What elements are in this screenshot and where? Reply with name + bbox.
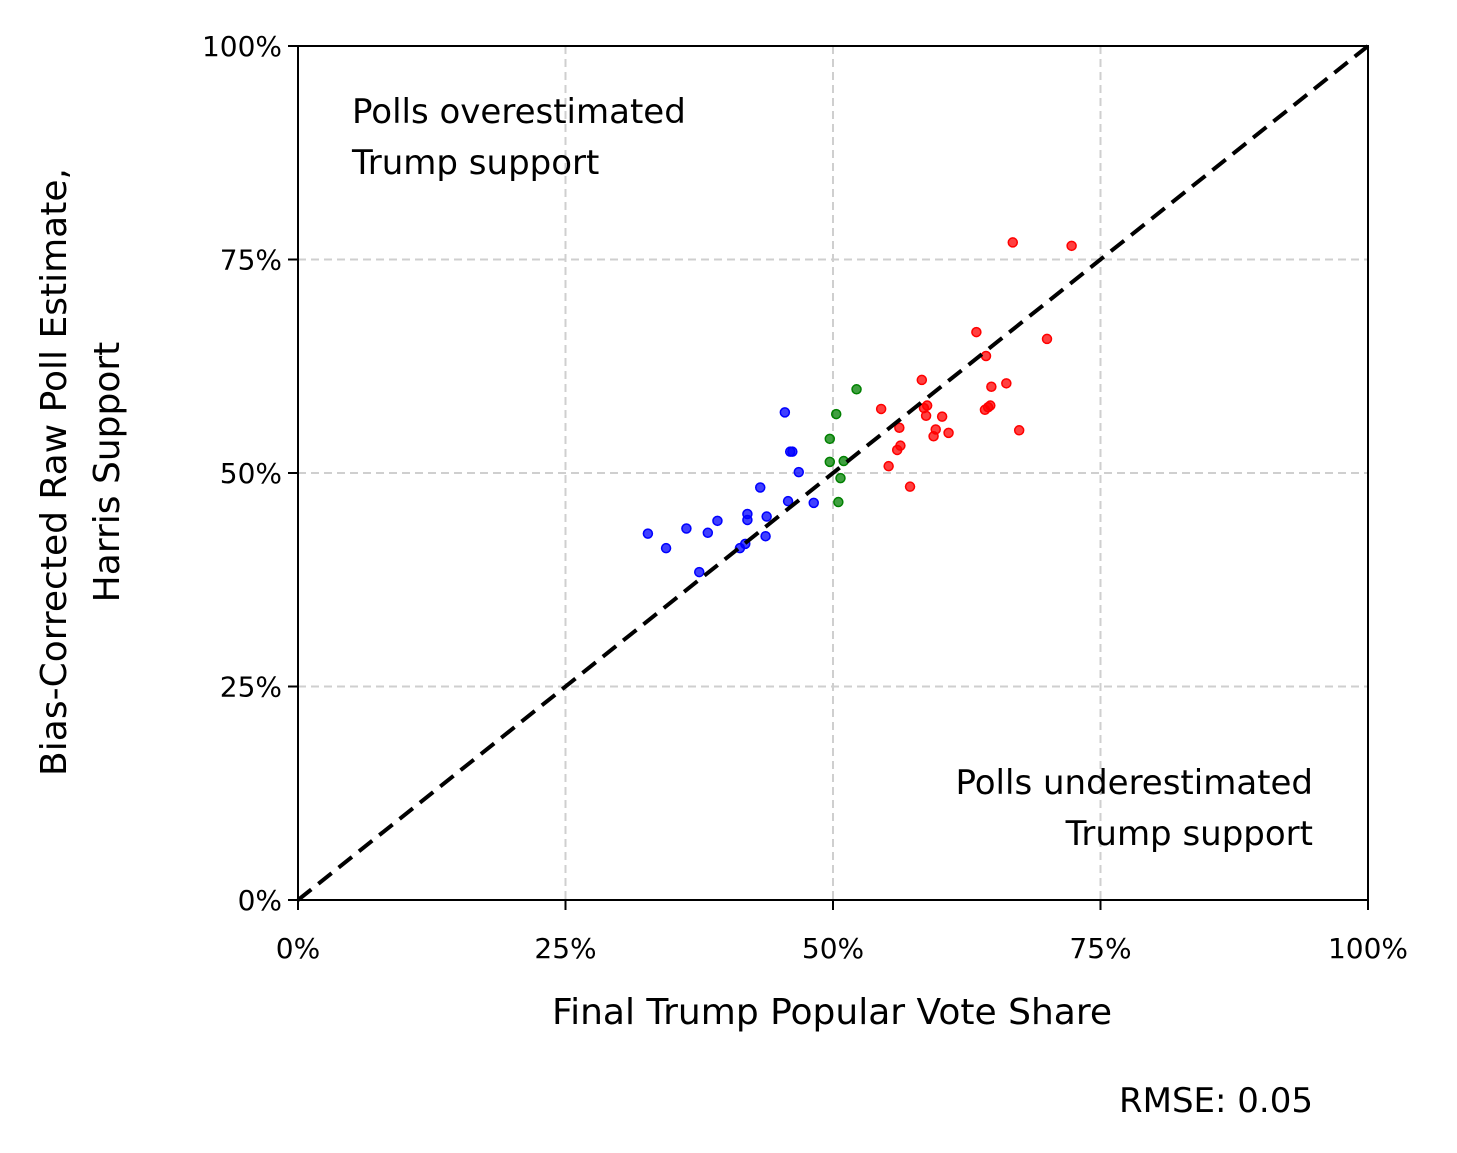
data-point xyxy=(835,472,846,484)
data-point xyxy=(808,497,819,509)
x-tick-label: 50% xyxy=(802,932,864,965)
data-point xyxy=(894,422,905,433)
data-point xyxy=(824,433,836,445)
data-point xyxy=(787,446,798,457)
data-point xyxy=(980,350,992,362)
data-point xyxy=(1013,425,1025,436)
data-point xyxy=(782,495,794,507)
data-point xyxy=(920,410,932,422)
annotation-upper-left-line-1: Polls overestimated xyxy=(352,92,686,132)
data-point xyxy=(895,440,906,451)
y-tick-label: 75% xyxy=(220,244,282,277)
data-point xyxy=(833,496,844,508)
y-axis-label-line-1: Bias-Corrected Raw Poll Estimate, xyxy=(34,168,75,776)
data-point xyxy=(943,427,954,439)
data-point xyxy=(824,456,836,468)
data-point xyxy=(681,523,692,534)
data-point xyxy=(904,481,916,492)
data-point xyxy=(916,374,928,386)
y-tick-label: 25% xyxy=(220,671,282,704)
data-point xyxy=(779,407,791,418)
rmse-footer: RMSE: 0.05 xyxy=(1119,1081,1313,1121)
data-point xyxy=(660,542,672,554)
x-tick-label: 100% xyxy=(1328,932,1408,965)
data-point xyxy=(830,408,842,420)
data-point xyxy=(1001,378,1012,389)
data-point xyxy=(921,400,933,411)
data-point xyxy=(1007,237,1019,248)
x-tick-label: 25% xyxy=(534,932,596,965)
data-point xyxy=(985,400,996,411)
data-point xyxy=(793,466,805,478)
y-tick-label: 0% xyxy=(238,884,282,917)
data-point xyxy=(712,515,723,527)
data-point xyxy=(754,482,766,493)
data-point xyxy=(883,460,894,472)
annotation-upper-left-line-2: Trump support xyxy=(351,143,599,183)
x-tick-label: 0% xyxy=(276,932,320,965)
data-point xyxy=(761,511,772,522)
data-point xyxy=(1066,240,1077,252)
data-point xyxy=(702,527,714,539)
data-point xyxy=(851,384,862,395)
annotation-lower-right-line-2: Trump support xyxy=(1065,814,1313,854)
x-axis-label: Final Trump Popular Vote Share xyxy=(552,992,1112,1033)
data-point xyxy=(936,411,948,422)
y-tick-label: 100% xyxy=(202,30,282,63)
data-point xyxy=(986,381,997,392)
data-points xyxy=(642,237,1077,578)
y-tick-label: 50% xyxy=(220,457,282,490)
data-point xyxy=(760,530,771,542)
axis-ticks: 0% 25% 50% 75% 100% 0% 25% 50% 75% 100% xyxy=(202,30,1408,965)
data-point xyxy=(971,326,982,338)
y-axis-label-line-2: Harris Support xyxy=(87,342,128,603)
data-point xyxy=(694,566,705,578)
data-point xyxy=(875,403,887,415)
data-point xyxy=(742,514,753,526)
annotation-lower-right-line-1: Polls underestimated xyxy=(955,763,1313,803)
data-point xyxy=(1041,333,1053,345)
data-point xyxy=(930,424,941,435)
reference-diagonal-line xyxy=(296,44,1370,902)
x-tick-label: 75% xyxy=(1069,932,1131,965)
data-point xyxy=(642,528,654,539)
